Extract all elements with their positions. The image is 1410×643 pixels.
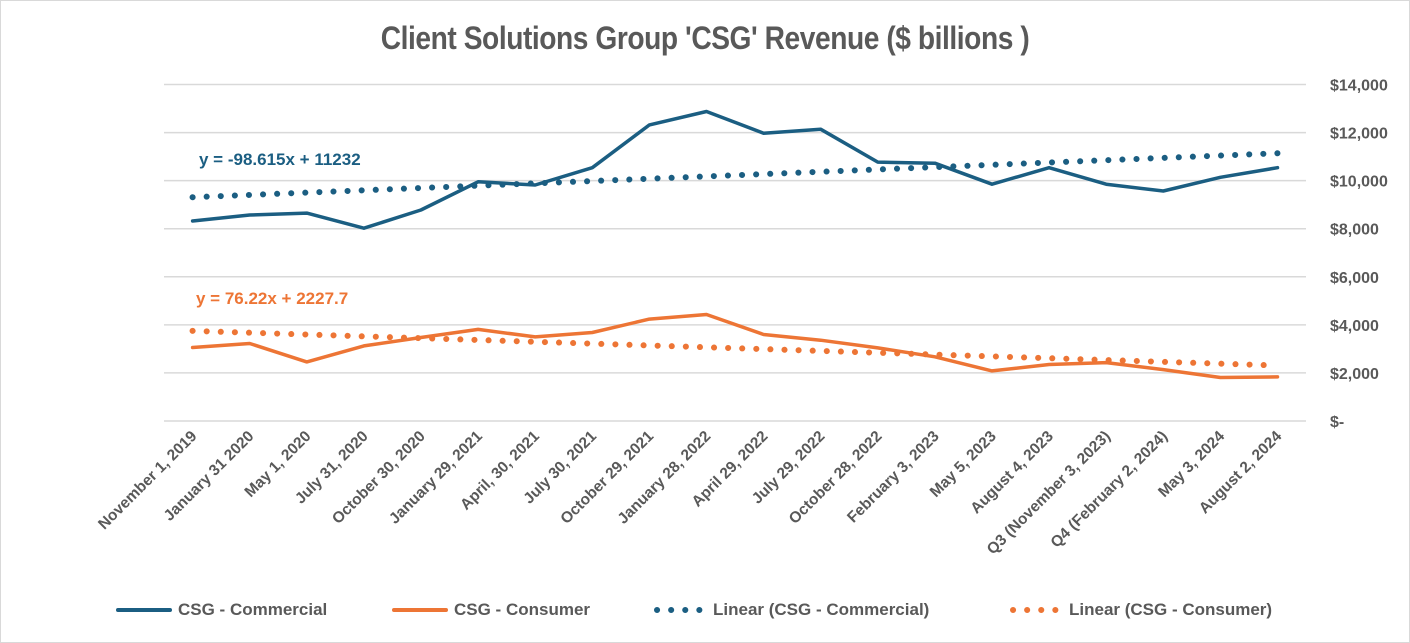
y-tick-label: $6,000 <box>1330 270 1379 287</box>
y-tick-label: $4,000 <box>1330 318 1379 335</box>
legend-item-csg-commercial[interactable]: CSG - Commercial <box>116 597 327 623</box>
y-tick-label: $12,000 <box>1330 126 1388 143</box>
chart-legend: CSG - Commercial CSG - Consumer Linear (… <box>0 597 1410 623</box>
legend-item-linear-csg-consumer[interactable]: Linear (CSG - Consumer) <box>1007 597 1272 623</box>
legend-swatch-solid-line-icon <box>392 600 448 620</box>
y-tick-label: $8,000 <box>1330 222 1379 239</box>
legend-item-csg-consumer[interactable]: CSG - Consumer <box>392 597 590 623</box>
legend-item-linear-csg-commercial[interactable]: Linear (CSG - Commercial) <box>651 597 929 623</box>
legend-label: CSG - Consumer <box>454 600 591 619</box>
legend-label: Linear (CSG - Consumer) <box>1069 600 1273 619</box>
y-tick-label: $10,000 <box>1330 174 1388 191</box>
trendline-equations: y = -98.615x + 11232 y = 76.22x + 2227.7 <box>196 150 361 308</box>
trendline-equation-consumer: y = 76.22x + 2227.7 <box>196 289 348 308</box>
trendline-csg-commercial <box>189 150 1281 201</box>
y-tick-label: $2,000 <box>1330 366 1379 383</box>
y-tick-label: $14,000 <box>1330 78 1388 95</box>
x-tick-label: November 1, 2019 <box>95 428 201 534</box>
trendlines <box>189 150 1281 369</box>
series-line-csg-commercial <box>190 109 1280 230</box>
y-tick-label: $- <box>1330 414 1344 431</box>
x-tick-label: Q4 (February 2, 2024) <box>1048 428 1172 552</box>
series-lines <box>190 109 1280 380</box>
y-axis-tick-labels: $- $2,000 $4,000 $6,000 $8,000 $10,000 $12,000… <box>1330 78 1388 432</box>
legend-swatch-dotted-line-icon <box>1007 600 1063 620</box>
series-line-csg-consumer <box>190 312 1280 380</box>
chart-title: Client Solutions Group 'CSG' Revenue ($ … <box>380 20 1030 56</box>
legend-label: Linear (CSG - Commercial) <box>713 600 930 619</box>
legend-swatch-solid-line-icon <box>116 600 172 620</box>
gridlines <box>164 83 1306 422</box>
legend-swatch-dotted-line-icon <box>651 600 707 620</box>
legend-label: CSG - Commercial <box>178 600 328 619</box>
trendline-csg-consumer <box>189 327 1281 369</box>
trendline-equation-commercial: y = -98.615x + 11232 <box>199 150 361 169</box>
